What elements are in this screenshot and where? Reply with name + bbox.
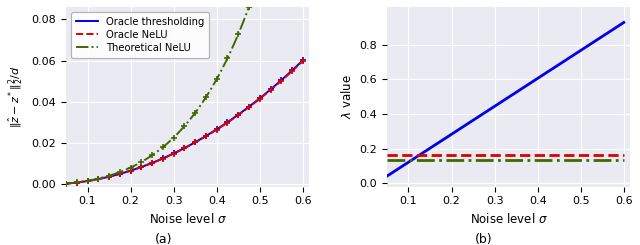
Theoretical NeLU — [383, 158, 391, 161]
Text: (a): (a) — [154, 233, 172, 245]
Oracle NeLU — [397, 154, 405, 157]
Line: Oracle NeLU: Oracle NeLU — [66, 61, 303, 184]
Line: Oracle thresholding: Oracle thresholding — [66, 60, 303, 184]
Oracle NeLU — [608, 154, 616, 157]
Oracle thresholding — [608, 29, 616, 32]
Theoretical NeLU — [600, 158, 607, 161]
Oracle thresholding — [446, 134, 454, 137]
Theoretical NeLU — [608, 158, 616, 161]
Text: (b): (b) — [474, 233, 492, 245]
Oracle thresholding — [287, 70, 295, 73]
Oracle NeLU — [446, 154, 454, 157]
Oracle NeLU — [106, 175, 114, 178]
Oracle thresholding — [383, 175, 391, 178]
Theoretical NeLU — [106, 174, 114, 177]
Oracle thresholding — [620, 21, 628, 24]
Line: Theoretical NeLU: Theoretical NeLU — [66, 0, 303, 184]
Line: Oracle thresholding: Oracle thresholding — [387, 23, 624, 176]
Theoretical NeLU — [397, 158, 405, 161]
Oracle NeLU — [125, 170, 133, 173]
Oracle NeLU — [620, 154, 628, 157]
X-axis label: Noise level $\sigma$: Noise level $\sigma$ — [148, 212, 227, 226]
Oracle NeLU — [427, 154, 435, 157]
Oracle thresholding — [106, 175, 114, 178]
Oracle NeLU — [600, 154, 607, 157]
Theoretical NeLU — [62, 182, 70, 185]
Theoretical NeLU — [446, 158, 454, 161]
Oracle thresholding — [76, 181, 84, 184]
Oracle thresholding — [279, 78, 287, 81]
Theoretical NeLU — [392, 158, 400, 161]
Oracle NeLU — [72, 181, 79, 184]
Legend: Oracle thresholding, Oracle NeLU, Theoretical NeLU: Oracle thresholding, Oracle NeLU, Theore… — [71, 12, 209, 58]
Theoretical NeLU — [427, 158, 435, 161]
Oracle thresholding — [397, 165, 405, 168]
Oracle NeLU — [62, 182, 70, 185]
Oracle NeLU — [299, 60, 307, 62]
Theoretical NeLU — [76, 181, 84, 184]
Oracle thresholding — [72, 181, 79, 184]
Oracle thresholding — [125, 170, 133, 173]
Oracle thresholding — [62, 182, 70, 185]
Theoretical NeLU — [72, 181, 79, 184]
Oracle thresholding — [427, 146, 435, 149]
Oracle NeLU — [279, 78, 287, 81]
Theoretical NeLU — [125, 167, 133, 170]
Oracle NeLU — [383, 154, 391, 157]
Oracle NeLU — [392, 154, 400, 157]
X-axis label: Noise level $\sigma$: Noise level $\sigma$ — [470, 212, 547, 226]
Y-axis label: $\|\hat{z} - z^*\|_2^2/d$: $\|\hat{z} - z^*\|_2^2/d$ — [7, 66, 26, 128]
Oracle thresholding — [600, 34, 607, 37]
Oracle NeLU — [76, 181, 84, 184]
Oracle thresholding — [392, 169, 400, 171]
Y-axis label: $\lambda$ value: $\lambda$ value — [340, 74, 354, 119]
Oracle thresholding — [299, 59, 307, 62]
Oracle NeLU — [287, 71, 295, 74]
Theoretical NeLU — [620, 158, 628, 161]
